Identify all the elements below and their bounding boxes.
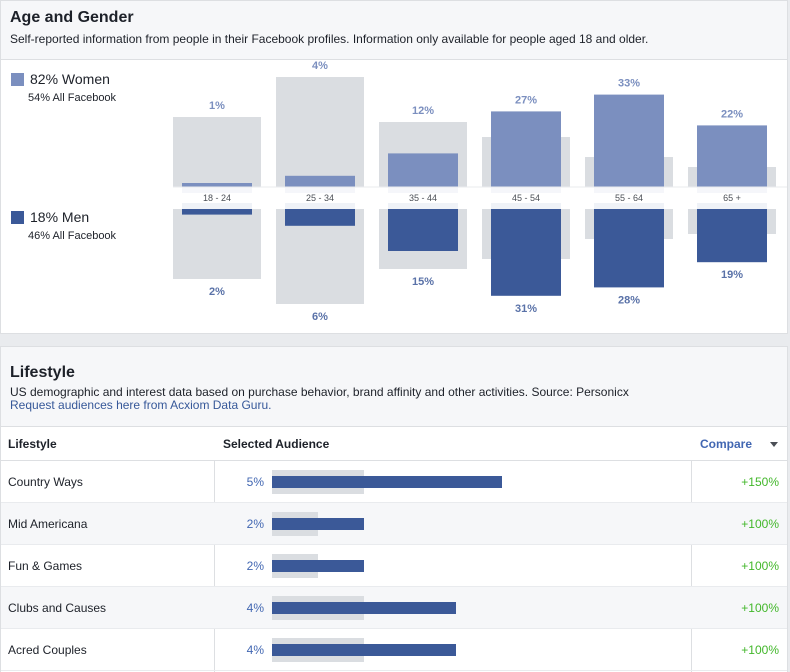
men-value-label: 15%: [412, 276, 434, 288]
lifestyle-title: Lifestyle: [10, 364, 75, 381]
table-header: Lifestyle Selected Audience Compare: [1, 427, 787, 461]
women-value-label: 27%: [515, 94, 537, 106]
age-tick-label: 65 +: [723, 193, 741, 203]
audience-bar: [272, 560, 364, 572]
column-header-selected-audience[interactable]: Selected Audience: [223, 437, 330, 451]
compare-value: +100%: [741, 601, 779, 615]
women-all-facebook-bar: [173, 117, 261, 187]
women-value-label: 4%: [312, 60, 328, 72]
table-row[interactable]: Mid Americana 2% +100%: [1, 503, 787, 545]
audience-percent: 4%: [246, 601, 264, 615]
lifestyle-name: Fun & Games: [8, 559, 83, 573]
audience-bar: [272, 476, 502, 488]
women-bar: [594, 94, 664, 193]
age-tick-label: 25 - 34: [306, 193, 334, 203]
chevron-down-icon[interactable]: [770, 442, 778, 447]
age-tick-label: 45 - 54: [512, 193, 540, 203]
women-all-facebook: 54% All Facebook: [28, 92, 117, 104]
women-value-label: 1%: [209, 100, 225, 112]
compare-value: +100%: [741, 559, 779, 573]
column-divider: [214, 427, 215, 672]
women-value-label: 12%: [412, 105, 434, 117]
age-tick-label: 35 - 44: [409, 193, 437, 203]
column-header-lifestyle[interactable]: Lifestyle: [8, 437, 57, 451]
women-label: 82% Women: [30, 71, 110, 87]
men-value-label: 28%: [618, 294, 640, 306]
lifestyle-rows: Country Ways 5% +150% Mid Americana 2% +100% F…: [1, 461, 787, 671]
women-bar: [491, 111, 561, 193]
women-value-label: 22%: [721, 108, 743, 120]
women-all-facebook-bar: [276, 77, 364, 187]
women-bar: [388, 153, 458, 193]
lifestyle-subtitle: US demographic and interest data based o…: [10, 385, 629, 399]
men-label: 18% Men: [30, 209, 90, 225]
men-all-facebook-bar: [173, 209, 261, 279]
lifestyle-name: Country Ways: [8, 475, 83, 489]
audience-percent: 4%: [246, 643, 264, 657]
men-bar: [388, 203, 458, 251]
audience-percent: 2%: [246, 559, 264, 573]
acxiom-link[interactable]: Request audiences here from Acxiom Data …: [10, 398, 272, 412]
men-bar: [594, 203, 664, 288]
men-value-label: 2%: [209, 286, 225, 298]
column-divider: [691, 427, 692, 672]
men-bar: [491, 203, 561, 296]
table-row[interactable]: Fun & Games 2% +100%: [1, 545, 787, 587]
men-swatch: [11, 210, 24, 224]
women-bar: [697, 125, 767, 193]
age-gender-subtitle: Self-reported information from people in…: [10, 32, 649, 46]
compare-value: +150%: [741, 475, 779, 489]
lifestyle-header: Lifestyle US demographic and interest da…: [1, 347, 787, 427]
legend-women: 82% Women 54% All Facebook: [11, 71, 116, 104]
men-value-label: 19%: [721, 269, 743, 281]
compare-dropdown[interactable]: Compare: [700, 437, 753, 451]
audience-percent: 2%: [246, 517, 264, 531]
age-tick-label: 18 - 24: [203, 193, 231, 203]
lifestyle-table: Lifestyle Selected Audience Compare Coun…: [1, 427, 787, 672]
age-gender-header: Age and Gender Self-reported information…: [1, 1, 787, 60]
age-gender-card: Age and Gender Self-reported information…: [0, 0, 788, 334]
men-value-label: 6%: [312, 311, 328, 323]
lifestyle-card: Lifestyle US demographic and interest da…: [0, 346, 788, 672]
lifestyle-name: Mid Americana: [8, 517, 88, 531]
age-axis-band: [173, 187, 787, 209]
men-bar: [697, 203, 767, 263]
audience-bar: [272, 602, 456, 614]
audience-percent: 5%: [246, 475, 264, 489]
age-gender-chart: 1% 2% 4% 6% 12% 15% 27% 31% 33% 28% 22% 19% 18 - 24 2…: [173, 60, 787, 323]
age-tick-label: 55 - 64: [615, 193, 643, 203]
table-row[interactable]: Country Ways 5% +150%: [1, 461, 787, 503]
men-all-facebook: 46% All Facebook: [28, 230, 117, 242]
lifestyle-name: Acred Couples: [8, 643, 87, 657]
table-row[interactable]: Acred Couples 4% +100%: [1, 629, 787, 671]
lifestyle-name: Clubs and Causes: [8, 601, 107, 615]
men-value-label: 31%: [515, 303, 537, 315]
compare-value: +100%: [741, 643, 779, 657]
compare-value: +100%: [741, 517, 779, 531]
audience-bar: [272, 518, 364, 530]
women-swatch: [11, 72, 24, 86]
audience-bar: [272, 644, 456, 656]
women-value-label: 33%: [618, 78, 640, 90]
table-row[interactable]: Clubs and Causes 4% +100%: [1, 587, 787, 629]
legend-men: 18% Men 46% All Facebook: [11, 209, 116, 242]
age-gender-title: Age and Gender: [10, 9, 134, 26]
